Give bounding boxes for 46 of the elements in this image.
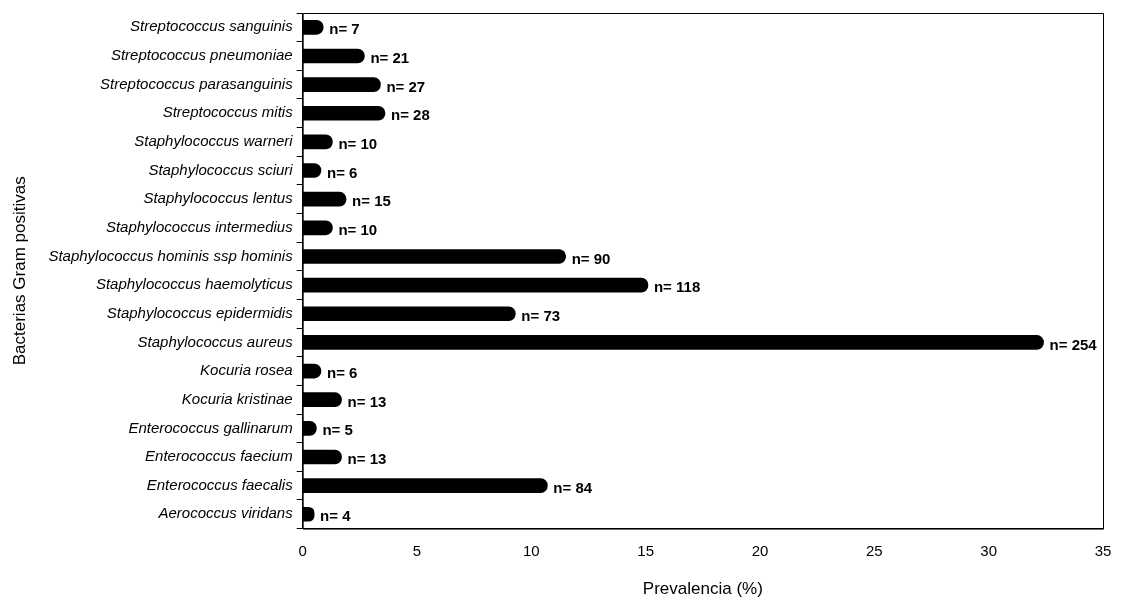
annotation: n= 6 [326,364,358,382]
y-tick-label: Staphylococcus hominis ssp hominis [48,246,294,264]
y-tick-label: Staphylococcus epidermidis [106,303,294,321]
x-tick-label: 30 [980,542,998,560]
annotation: n= 90 [571,249,611,267]
annotation: n= 10 [338,135,378,153]
y-tick-label: Streptococcus mitis [162,103,294,121]
annotation: n= 7 [329,20,360,38]
y-tick-label: Streptococcus pneumoniae [110,46,293,64]
x-tick-label: 25 [865,542,883,560]
annotation: n= 21 [370,49,410,67]
annotation: n= 15 [352,192,391,210]
y-tick-label: Staphylococcus aureus [137,332,294,350]
annotation: n= 13 [347,392,387,410]
annotation: n= 27 [386,77,426,95]
y-axis-title: Bacterias Gram positivas [9,176,29,366]
y-tick-label: Enterococcus gallinarum [128,418,293,436]
x-tick-label: 10 [523,542,540,560]
annotation: n= 6 [326,163,358,181]
y-tick-label: Kocuria kristinae [181,389,293,407]
y-tick-label: Streptococcus parasanguinis [100,74,294,92]
annotation: n= 10 [338,220,378,238]
y-tick-label: Staphylococcus sciuri [148,160,294,178]
y-tick-label: Enterococcus faecium [145,447,293,465]
x-tick-label: 0 [298,542,307,560]
annotation: n= 73 [521,306,561,324]
annotation: n= 13 [347,450,387,468]
x-tick-label: 15 [637,542,655,560]
annotation: n= 5 [322,421,353,439]
y-tick-label: Streptococcus sanguinis [130,17,294,35]
y-tick-label: Staphylococcus haemolyticus [95,275,294,293]
annotation: n= 254 [1049,335,1098,353]
y-tick-label: Kocuria rosea [200,361,293,379]
y-tick-label: Staphylococcus intermedius [105,218,294,236]
x-tick-label: 35 [1094,542,1112,560]
x-tick-label: 5 [412,542,422,560]
annotation: n= 28 [391,106,430,124]
annotation: n= 84 [553,478,593,496]
y-tick-label: Enterococcus faecalis [146,475,294,493]
y-tick-label: Aerococcus viridans [157,504,294,522]
annotation: n= 118 [653,278,701,296]
x-axis-title: Prevalencia (%) [642,579,763,599]
x-tick-label: 20 [751,542,769,560]
y-tick-label: Staphylococcus warneri [134,132,294,150]
y-tick-label: Staphylococcus lentus [143,189,294,207]
annotation: n= 4 [320,507,352,525]
